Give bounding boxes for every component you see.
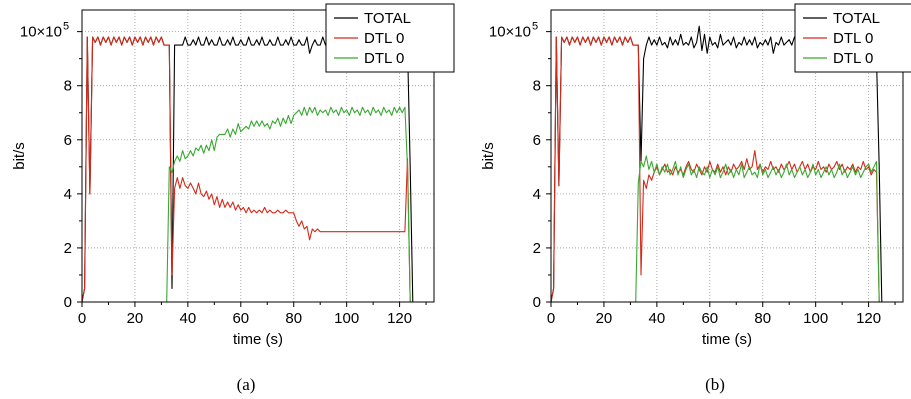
series-group	[82, 36, 414, 302]
x-tick-label: 40	[649, 310, 666, 327]
x-axis-label: time (s)	[702, 331, 752, 348]
y-tick-text: 2	[64, 240, 72, 257]
legend-label: DTL 0	[364, 50, 404, 67]
legend-label: DTL 0	[833, 50, 873, 67]
x-tick-label: 60	[701, 310, 718, 327]
legend-label: DTL 0	[364, 30, 404, 47]
legend-label: TOTAL	[364, 10, 411, 27]
x-tick-label: 100	[334, 310, 359, 327]
y-tick-label: 2	[533, 240, 541, 257]
series-line-2	[551, 155, 882, 302]
x-tick-label: 120	[856, 310, 881, 327]
x-tick-label: 0	[78, 310, 86, 327]
y-axis-label: bit/s	[11, 142, 28, 170]
x-tick-label: 80	[754, 310, 771, 327]
y-tick-label: 4	[64, 186, 72, 203]
legend-label: TOTAL	[833, 10, 880, 27]
y-tick-text: 10×10	[20, 24, 62, 41]
x-tick-label: 40	[180, 310, 197, 327]
x-tick-label: 60	[232, 310, 249, 327]
y-tick-label: 2	[64, 240, 72, 257]
y-tick-label: 0	[64, 294, 72, 311]
y-tick-text: 8	[64, 78, 72, 95]
chart-panel-b: 0 20 40 60 80 100 120 0 2 4 6 8 10×10 5 time (s) bit/s T…	[480, 3, 911, 394]
y-tick-label: 6	[64, 132, 72, 149]
legend-label: DTL 0	[833, 30, 873, 47]
x-axis-label: time (s)	[233, 331, 283, 348]
y-tick-label: 8	[533, 78, 541, 95]
series-line-1	[82, 36, 413, 302]
chart-panel-a: 0 20 40 60 80 100 120 0 2 4 6 8 10×10 5 time (s) bit/s T…	[11, 3, 455, 394]
legend: TOTAL DTL 0 DTL 0	[325, 3, 455, 73]
x-tick-label: 20	[596, 310, 613, 327]
panel-caption: (b)	[705, 375, 725, 394]
y-tick-exponent: 5	[63, 21, 69, 33]
y-tick-text: 2	[533, 240, 541, 257]
y-tick-text: 4	[533, 186, 541, 203]
x-tick-label: 0	[547, 310, 555, 327]
series-line-2	[82, 106, 413, 302]
y-tick-text: 4	[64, 186, 72, 203]
x-tick-label: 120	[387, 310, 412, 327]
x-tick-label: 20	[127, 310, 144, 327]
y-tick-text: 10×10	[489, 24, 531, 41]
y-tick-text: 6	[533, 132, 541, 149]
legend: TOTAL DTL 0 DTL 0	[794, 3, 911, 73]
panel-caption: (a)	[237, 375, 256, 394]
y-tick-label: 10×10	[20, 24, 62, 41]
y-tick-label: 6	[533, 132, 541, 149]
y-tick-label: 0	[533, 294, 541, 311]
series-line-1	[551, 36, 882, 302]
y-tick-text: 0	[64, 294, 72, 311]
y-tick-label: 10×10	[489, 24, 531, 41]
y-tick-text: 6	[64, 132, 72, 149]
plot-frame	[81, 9, 435, 303]
plot-frame	[550, 9, 904, 303]
y-tick-label: 4	[533, 186, 541, 203]
x-tick-label: 80	[285, 310, 302, 327]
y-tick-text: 8	[533, 78, 541, 95]
series-line-0	[82, 36, 414, 302]
y-tick-label: 8	[64, 78, 72, 95]
y-tick-exponent: 5	[532, 21, 538, 33]
y-tick-text: 0	[533, 294, 541, 311]
x-tick-label: 100	[803, 310, 828, 327]
y-axis-label: bit/s	[480, 142, 497, 170]
